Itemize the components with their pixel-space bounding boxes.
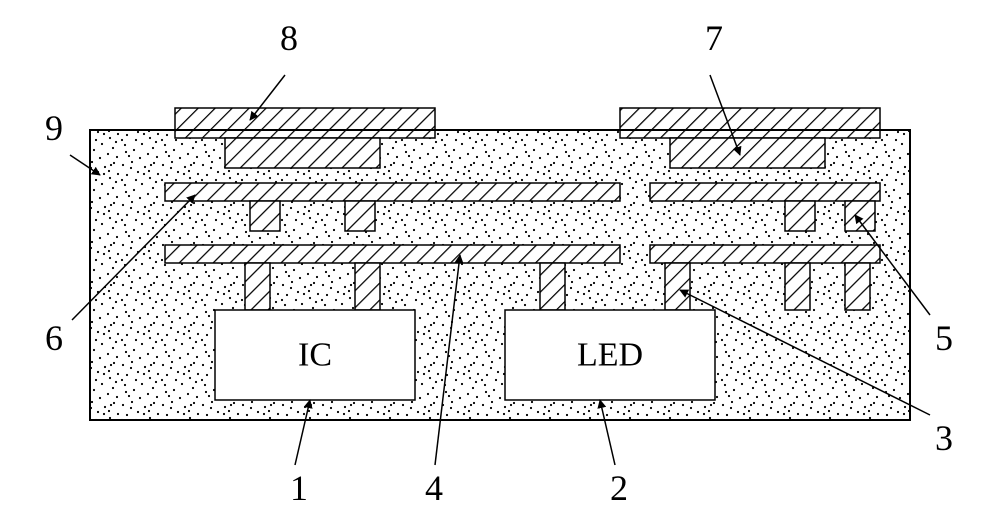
rdl4-left bbox=[165, 245, 620, 263]
via5-r1 bbox=[785, 201, 815, 231]
rdl6-right bbox=[650, 183, 880, 201]
callout-label-9: 9 bbox=[45, 108, 63, 148]
callout-label-3: 3 bbox=[935, 418, 953, 458]
rdl4-right bbox=[650, 245, 880, 263]
via5-l2 bbox=[345, 201, 375, 231]
callout-label-2: 2 bbox=[610, 468, 628, 508]
callout-label-7: 7 bbox=[705, 18, 723, 58]
ic-chip-label: IC bbox=[298, 337, 332, 374]
via7-right bbox=[670, 138, 825, 168]
callout-label-5: 5 bbox=[935, 318, 953, 358]
via3-m1 bbox=[540, 263, 565, 310]
via3-l2 bbox=[355, 263, 380, 310]
via3-r2 bbox=[845, 263, 870, 310]
callout-label-1: 1 bbox=[290, 468, 308, 508]
via3-m2 bbox=[665, 263, 690, 310]
via5-r2 bbox=[845, 201, 875, 231]
callout-label-8: 8 bbox=[280, 18, 298, 58]
top-pad-left bbox=[175, 108, 435, 138]
led-chip-label: LED bbox=[577, 337, 643, 374]
top-pad-right bbox=[620, 108, 880, 138]
via3-l1 bbox=[245, 263, 270, 310]
via3-r1 bbox=[785, 263, 810, 310]
via5-l1 bbox=[250, 201, 280, 231]
rdl6-left bbox=[165, 183, 620, 201]
via7-left bbox=[225, 138, 380, 168]
callout-label-4: 4 bbox=[425, 468, 443, 508]
diagram-stage: IC LED 8 7 9 6 5 3 1 4 2 bbox=[0, 0, 1000, 528]
callout-label-6: 6 bbox=[45, 318, 63, 358]
